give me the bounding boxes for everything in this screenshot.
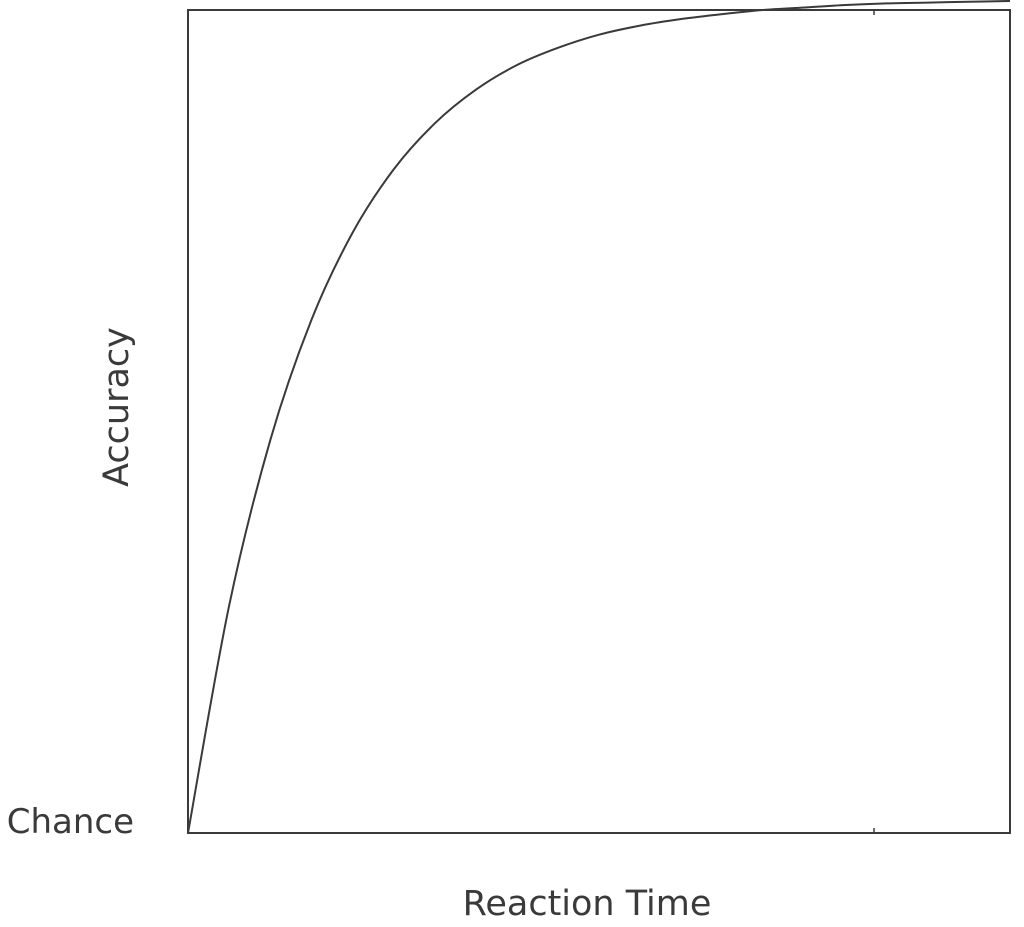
plot-frame <box>187 9 1011 834</box>
y-tick-label-chance: Chance <box>7 802 134 842</box>
x-axis-label: Reaction Time <box>463 884 712 924</box>
series-line-0 <box>187 0 1011 834</box>
series-layer <box>187 0 1011 834</box>
y-axis-label: Accuracy <box>97 327 137 487</box>
